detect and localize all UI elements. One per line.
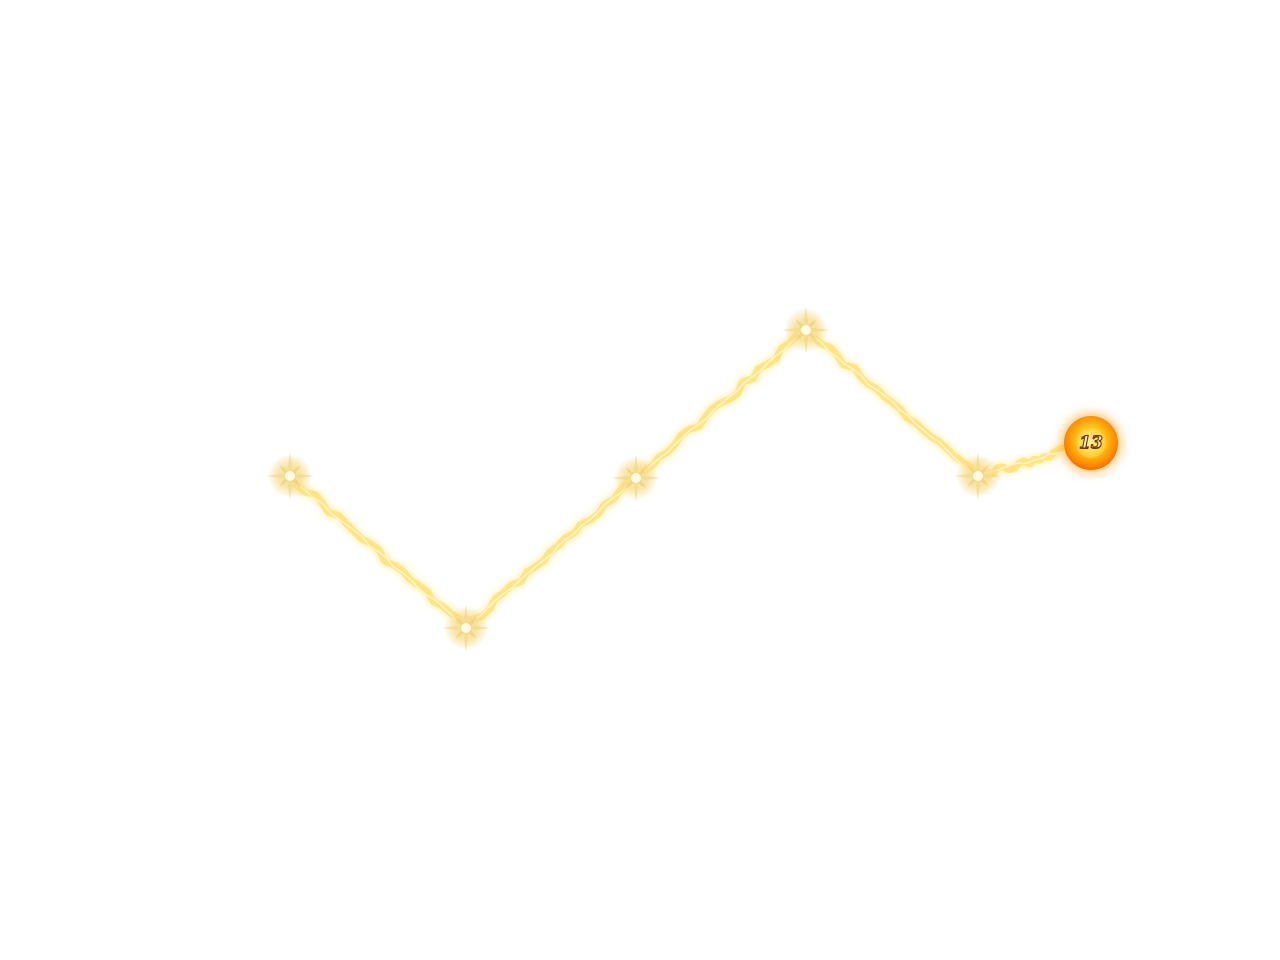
current-level-orb[interactable]: 13 [1064,416,1118,470]
path-segment-core [289,475,467,629]
star-core [973,471,983,481]
path-segment-core [635,329,807,479]
current-level-number: 13 [1079,432,1104,453]
sparkle-star-icon[interactable] [266,452,314,500]
sparkle-star-icon[interactable] [442,604,490,652]
orb-core [1076,428,1106,458]
sparkle-star-icon[interactable] [954,452,1002,500]
path-segment-glow [287,473,469,630]
path-segment-core [465,477,637,629]
path-segment-core [805,329,979,477]
star-core [631,473,641,483]
path-segments [287,326,1091,631]
path-segment-glow [803,327,981,479]
sparkle-star-icon[interactable] [782,306,830,354]
star-core [285,471,295,481]
star-core [801,325,811,335]
star-core [461,623,471,633]
sparkle-star-icon[interactable] [612,454,660,502]
path-nodes [266,306,1002,652]
